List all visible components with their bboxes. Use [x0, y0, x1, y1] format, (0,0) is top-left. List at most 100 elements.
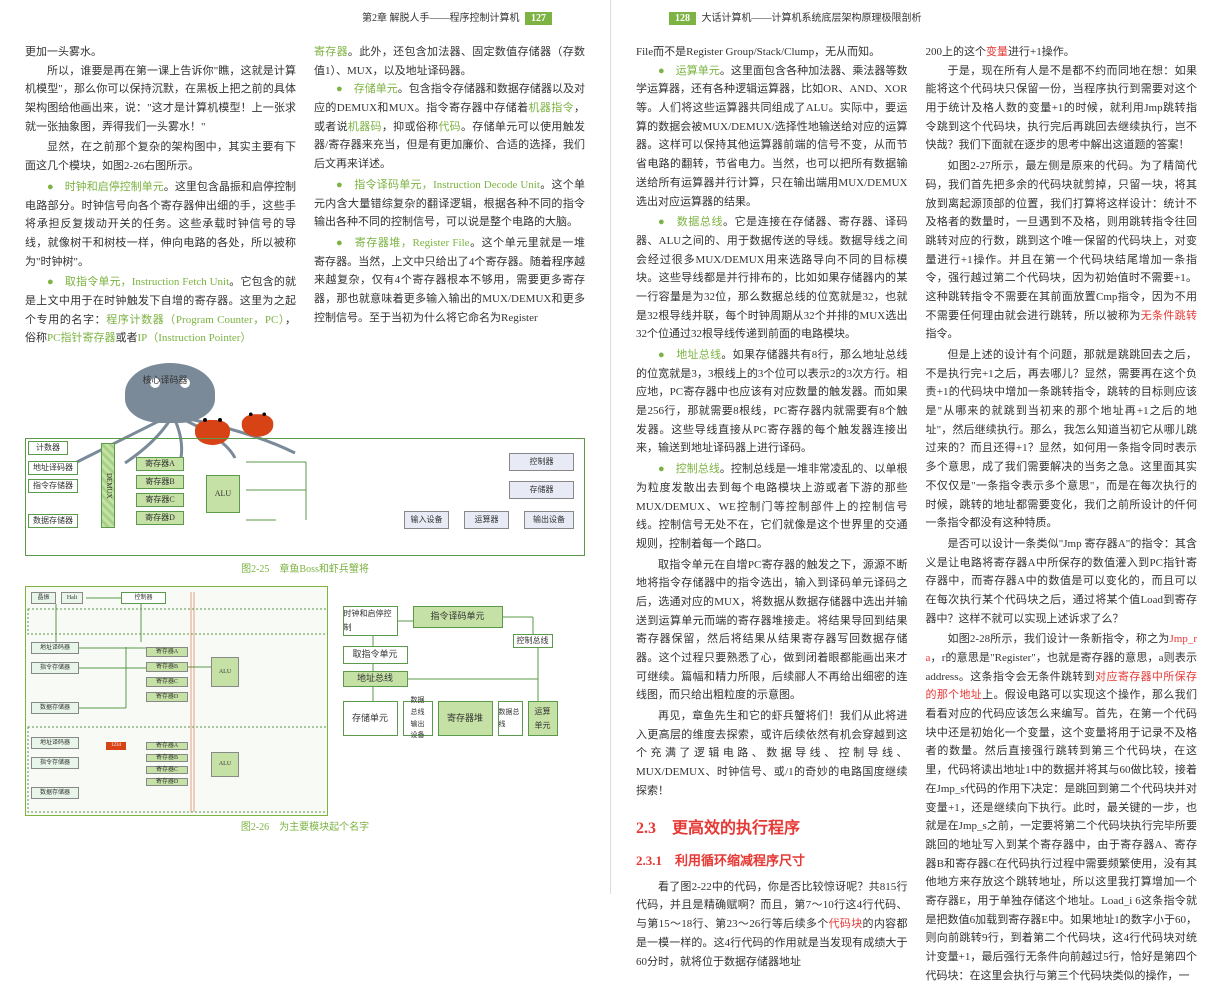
term-addrbus: 地址总线: [676, 349, 721, 361]
term-code1: 机器码: [348, 121, 382, 133]
text: 。控制总线是一堆非常凌乱的、以单根为粒度发散出去到每个电路模块上游或者下游的那些…: [636, 463, 908, 550]
chapter-label: 第2章: [362, 13, 387, 24]
text: 或者: [115, 332, 137, 344]
box-alu2: ALU: [211, 752, 239, 777]
box-clkctrl: 时钟和启停控制: [343, 606, 398, 636]
bullet-icon: ●: [658, 463, 676, 475]
para: 200上的这个变量进行+1操作。: [926, 43, 1198, 62]
term-uncond-jump: 无条件跳转: [1141, 310, 1197, 322]
bullet-icon: ●: [658, 349, 676, 361]
box-ctrlbus: 控制总线: [513, 634, 553, 648]
text: 进行+1操作。: [1008, 46, 1075, 58]
box-addrdec: 地址译码器: [31, 642, 79, 654]
fig1-content: 核心译码器 计数器 地址译码器 指令存储器 数据存储器 寄存器A 寄存器B 寄存…: [25, 358, 585, 558]
box-ctrl: 控制器: [121, 592, 166, 604]
box-addrdec2: 地址译码器: [31, 737, 79, 749]
bullet-icon: ●: [658, 65, 676, 77]
box-regc2: 寄存器C: [146, 766, 188, 774]
text: 如图2-28所示，我们设计一条新指令，称之为: [948, 633, 1170, 645]
bullet-icon: ●: [47, 276, 65, 288]
box-regd: 寄存器D: [146, 692, 188, 702]
box-instdec: 指令译码单元: [413, 606, 503, 628]
octopus-label: 核心译码器: [140, 373, 190, 388]
right-page: 128 大话计算机——计算机系统底层架构原理极限剖析 File而不是Regist…: [611, 0, 1222, 894]
left-columns: 更加一头雾水。 所以，谁要是再在第一课上告诉你"瞧，这就是计算机模型"，那么你可…: [25, 43, 585, 350]
bullet-storage: ● 存储单元。包含指令存储器和数据存储器以及对应的DEMUX和MUX。指令寄存器…: [314, 80, 585, 173]
term-code2: 代码: [438, 121, 461, 133]
box-calc: 运算器: [464, 511, 509, 529]
box-addrdec: 地址译码器: [28, 461, 78, 475]
section-2-3: 2.3 更高效的执行程序: [636, 815, 908, 842]
box-regd2: 寄存器D: [146, 778, 188, 786]
bullet-regfile: ● 寄存器堆，Register File。这个单元里就是一堆寄存器。当然，上文中…: [314, 234, 585, 327]
para: 是否可以设计一条类似"Jmp 寄存器A"的指令：其含义是让电路将寄存器A中所保存…: [926, 535, 1198, 628]
bullet-clock: ● 时钟和启停控制单元。这里包含晶振和启停控制电路部分。时钟信号向各个寄存器伸出…: [25, 178, 296, 271]
para: 寄存器。此外，还包含加法器、固定数值存储器（存数值1）、MUX，以及地址译码器。: [314, 43, 585, 80]
box-regc: 寄存器C: [136, 493, 184, 507]
term-codeblock: 代码块: [829, 918, 863, 930]
box-demux: DEMUX: [101, 443, 115, 528]
box-ctrl: 控制器: [509, 453, 574, 471]
para: 如图2-28所示，我们设计一条新指令，称之为Jmp_r a，r的意思是"Regi…: [926, 630, 1198, 985]
term-pcptr: PC指针寄存器: [47, 332, 115, 344]
fig2-caption: 图2-26 为主要模块起个名字: [25, 819, 585, 836]
term-variable: 变量: [986, 46, 1008, 58]
box-inststore: 指令存储器: [31, 662, 79, 674]
text: 如图2-27所示，最左侧是原来的代码。为了精简代码，我们首先把多余的代码块就剪掉…: [926, 160, 1198, 322]
term-mcode: 机器指令: [529, 102, 574, 114]
box-datastore: 数据存储器: [28, 514, 78, 528]
para: 更加一头雾水。: [25, 43, 296, 62]
right-col1: File而不是Register Group/Stack/Clump，无从而知。 …: [636, 43, 908, 987]
box-numbus: 数据总线: [498, 701, 523, 736]
box-databus: 数据总线输出设备: [403, 701, 433, 736]
box-alu: ALU: [206, 475, 240, 513]
term-ip: IP（Instruction Pointer）: [137, 332, 251, 344]
term-ctrlbus: 控制总线: [676, 463, 720, 475]
box-alu: ALU: [211, 657, 239, 687]
crab-icon: [242, 414, 274, 437]
fig1-caption: 图2-25 章鱼Boss和虾兵蟹将: [25, 561, 585, 578]
box-regb2: 寄存器B: [146, 754, 188, 762]
box-output: 输出设备: [524, 511, 574, 529]
bullet-decode: ● 指令译码单元，Instruction Decode Unit。这个单元内含大…: [314, 176, 585, 232]
term-clock: 时钟和启停控制单元: [65, 181, 164, 193]
para: 如图2-27所示，最左侧是原来的代码。为了精简代码，我们首先把多余的代码块就剪掉…: [926, 157, 1198, 344]
box-datastore: 数据存储器: [31, 702, 79, 714]
para: 再见，章鱼先生和它的虾兵蟹将们！我们从此将进入更高层的维度去探索，或许后续依然有…: [636, 707, 908, 800]
box-rega: 寄存器A: [136, 457, 184, 471]
para: 取指令单元在自增PC寄存器的触发之下，源源不断地将指令存储器中的指令选出，输入到…: [636, 556, 908, 706]
left-page-number: 127: [525, 12, 552, 25]
box-datastore2: 数据存储器: [31, 787, 79, 799]
chapter-subtitle: 解脱人手——程序控制计算机: [390, 13, 520, 24]
bullet-alu: ● 运算单元。这里面包含各种加法器、乘法器等数学运算器，还有各种逻辑运算器，比如…: [636, 62, 908, 212]
right-columns: File而不是Register Group/Stack/Clump，无从而知。 …: [636, 43, 1197, 987]
para: 于是，现在所有人是不是都不约而同地在想：如果能将这个代码块只保留一份，当程序执行…: [926, 62, 1198, 155]
connector-lines: [246, 439, 346, 557]
box-counter: 计数器: [28, 441, 68, 455]
para: 但是上述的设计有个问题，那就是跳跳回去之后，不是执行完+1之后，再去哪儿？显然，…: [926, 346, 1198, 533]
para: File而不是Register Group/Stack/Clump，无从而知。: [636, 43, 908, 62]
term-regfile: 寄存器堆，Register File: [355, 237, 470, 249]
fig2b-diagram: 时钟和启停控制 指令译码单元 取指令单元 控制总线 地址总线 存储单元 数据总线…: [338, 586, 585, 816]
text: 。这里面包含各种加法器、乘法器等数学运算器，还有各种逻辑运算器，比如OR、AND…: [636, 65, 908, 208]
led-display: 1234: [106, 742, 126, 750]
figure-2-26: 晶振 Halt 控制器 地址译码器 指令存储器 数据存储器 寄存器A 寄存器B …: [25, 586, 585, 816]
box-rega: 寄存器A: [146, 647, 188, 657]
figure-2-25: 核心译码器 计数器 地址译码器 指令存储器 数据存储器 寄存器A 寄存器B 寄存…: [25, 358, 585, 578]
left-header: 第2章 解脱人手——程序控制计算机 127: [25, 10, 585, 28]
box-addrbus: 地址总线: [343, 671, 408, 687]
fig2a-diagram: 晶振 Halt 控制器 地址译码器 指令存储器 数据存储器 寄存器A 寄存器B …: [25, 586, 328, 816]
left-col2: 寄存器。此外，还包含加法器、固定数值存储器（存数值1）、MUX，以及地址译码器。…: [314, 43, 585, 350]
text: ，抑或俗称: [382, 121, 439, 133]
box-fetch: 取指令单元: [343, 646, 408, 664]
para: 显然，在之前那个复杂的架构图中，其实主要有下面这几个模块，如图2-26右图所示。: [25, 138, 296, 175]
box-regd: 寄存器D: [136, 511, 184, 525]
bullet-icon: ●: [336, 83, 354, 95]
term-register: 寄存器: [314, 46, 348, 58]
text: 。这里包含晶振和启停控制电路部分。时钟信号向各个寄存器伸出细的手，这些手将承担反…: [25, 181, 296, 268]
box-regb: 寄存器B: [146, 662, 188, 672]
box-regc: 寄存器C: [146, 677, 188, 687]
box-halt: Halt: [61, 592, 83, 604]
bullet-databus: ● 数据总线。它是连接在存储器、寄存器、译码器、ALU之间的、用于数据传送的导线…: [636, 213, 908, 344]
block-diagram: 计数器 地址译码器 指令存储器 数据存储器 寄存器A 寄存器B 寄存器C 寄存器…: [25, 438, 585, 556]
